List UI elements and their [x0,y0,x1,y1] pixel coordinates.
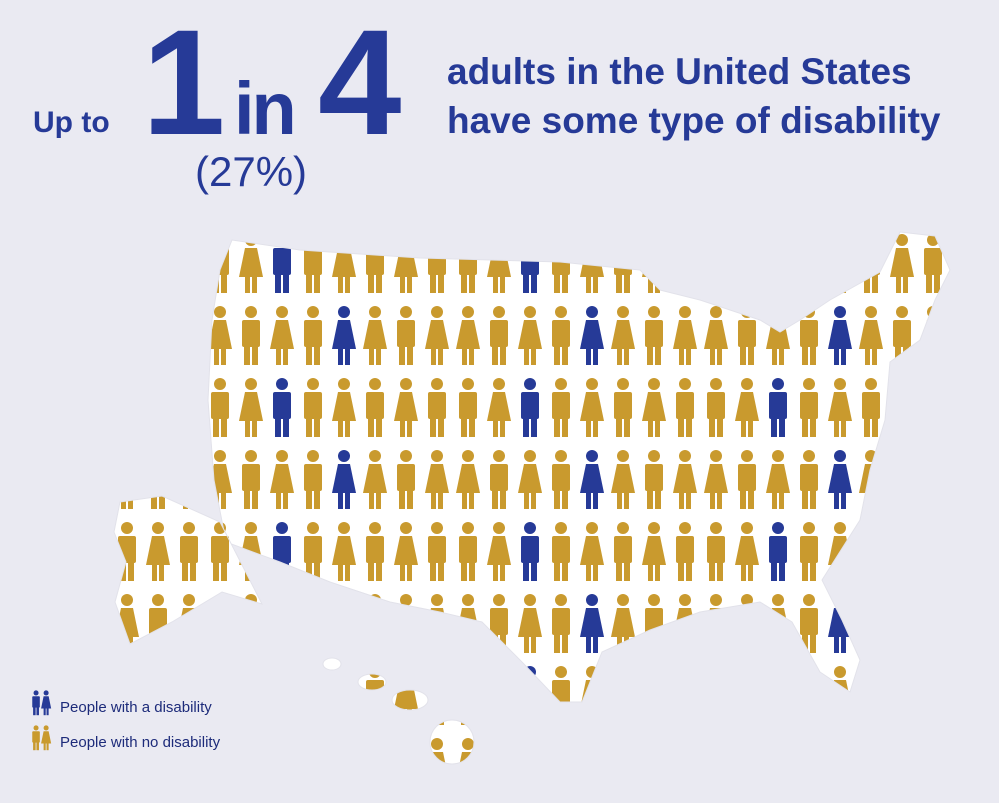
headline-line2: have some type of disability [447,100,941,141]
headline-percent: (27%) [195,148,307,195]
headline-middle: in [234,67,294,150]
headline-prefix: Up to [33,106,110,139]
legend-entry: People with no disability [60,734,221,751]
us-map [113,231,951,765]
legend-entry: People with a disability [60,699,212,716]
headline-numerator: 1 [142,0,222,166]
headline-denominator: 4 [318,0,401,166]
headline-line1: adults in the United States [447,51,912,92]
